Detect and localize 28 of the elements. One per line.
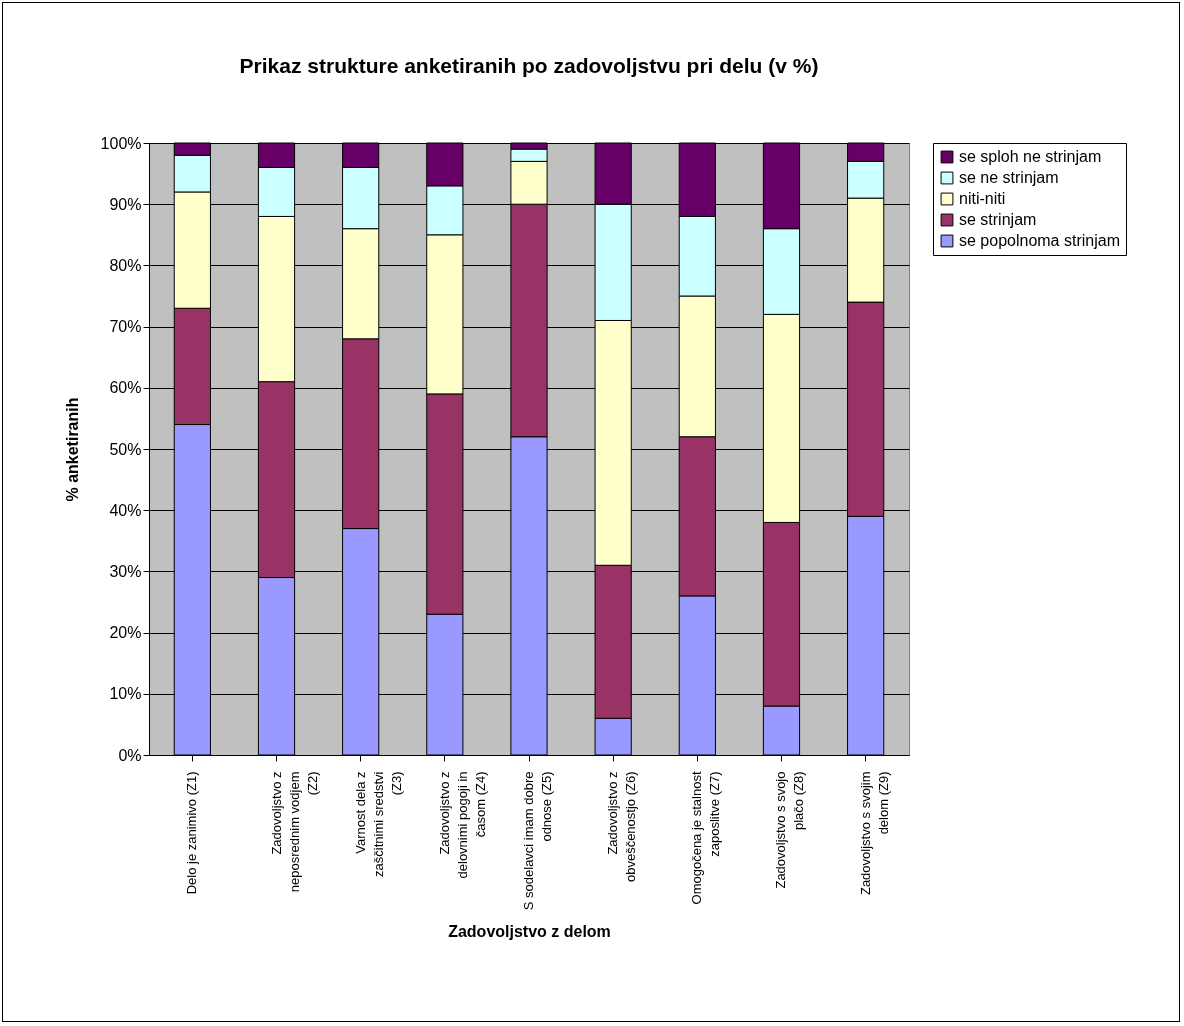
y-tick-label: 80% xyxy=(109,256,142,274)
y-tick-label: 20% xyxy=(109,624,142,642)
legend-label: niti-niti xyxy=(959,190,1006,207)
x-tick-label: Zadovoljstvo s svojim delom (Z9) xyxy=(857,771,891,896)
y-tick-label: 70% xyxy=(109,318,142,336)
y-tick-label: 0% xyxy=(118,746,142,764)
x-tick-label: Zadovoljstvo s svojo plačo (Z8) xyxy=(773,771,807,889)
legend-label: se strinjam xyxy=(959,211,1037,228)
legend-label: se sploh ne strinjam xyxy=(959,148,1102,165)
y-axis-title: % anketiranih xyxy=(63,397,81,502)
x-tick-label: Zadovoljstvo z obveščenostjo (Z6) xyxy=(605,771,639,883)
y-tick-label: 40% xyxy=(109,501,142,519)
y-tick-label: 100% xyxy=(100,134,142,152)
chart-title: Prikaz strukture anketiranih po zadovoljstvu pri delu (v %) xyxy=(239,54,819,77)
legend-label: se ne strinjam xyxy=(959,169,1059,186)
legend-label: se popolnoma strinjam xyxy=(959,232,1120,249)
y-tick-label: 10% xyxy=(109,685,142,703)
x-tick-label: Delo je zanimivo (Z1) xyxy=(184,771,200,895)
y-tick-label: 50% xyxy=(109,440,142,458)
y-tick-label: 90% xyxy=(109,195,142,213)
y-tick-label: 30% xyxy=(109,562,142,580)
x-tick-label: S sodelavci imam dobre odnose (Z5) xyxy=(521,771,554,911)
x-axis-title: Zadovoljstvo z delom xyxy=(448,923,611,941)
x-tick-label: Zadovoljstvo z neposrednim vodjem (Z2) xyxy=(268,771,320,893)
x-tick-label: Varnost dela z zaščitnimi sredstvi (Z3) xyxy=(352,771,404,877)
y-tick-label: 60% xyxy=(109,379,142,397)
x-tick-label: Zadovoljstvo z delovnimi pogoji in časom (Z4) xyxy=(436,771,488,879)
x-tick-label: Omogočena je stalnost zaposlitve (Z7) xyxy=(689,771,723,905)
